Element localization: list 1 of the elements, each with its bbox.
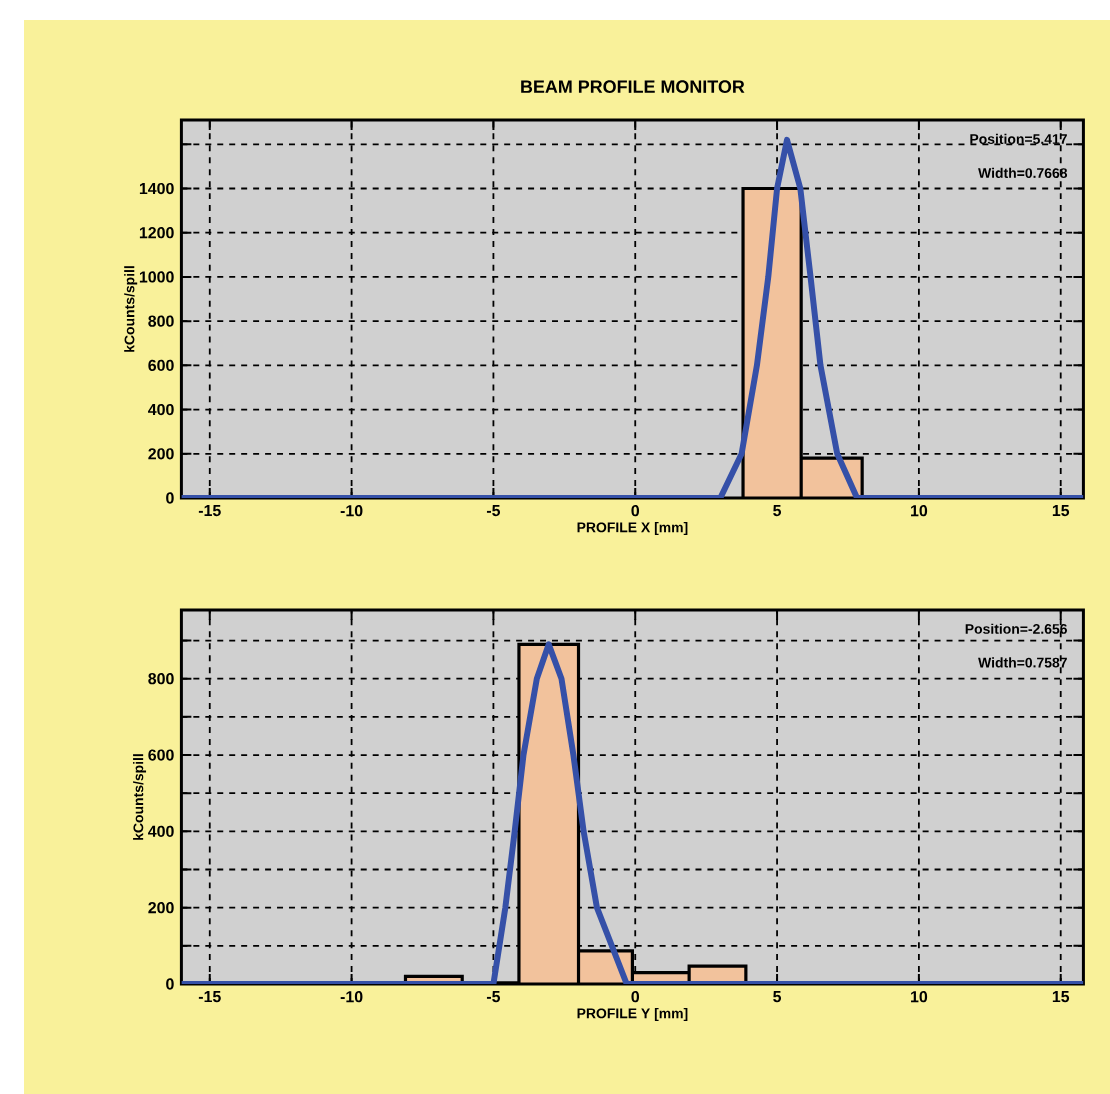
- chart-title: BEAM PROFILE MONITOR: [521, 80, 745, 94]
